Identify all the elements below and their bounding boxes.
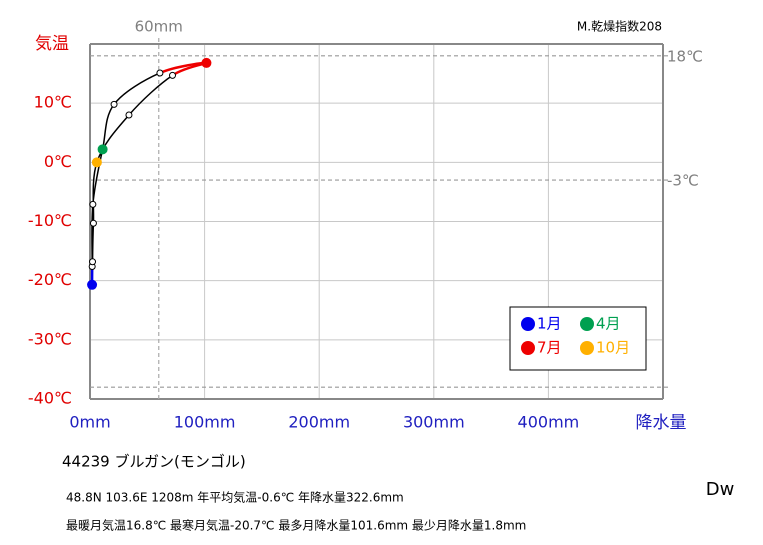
y-axis-title: 気温: [35, 34, 69, 54]
x-tick-label: 0mm: [69, 413, 110, 432]
reference-label: 18℃: [667, 47, 703, 65]
month-point: [169, 71, 177, 79]
legend-box: [509, 306, 647, 371]
month-point: [89, 200, 97, 208]
info-line: 最暖月気温16.8℃ 最寒月気温-20.7℃ 最多月降水量101.6mm 最少月…: [66, 518, 526, 533]
month-point: [125, 111, 133, 119]
reference-label: 60mm: [135, 18, 183, 36]
index-label: M.乾燥指数208: [577, 19, 662, 34]
station-name: 44239 ブルガン(モンゴル): [62, 453, 246, 471]
legend-marker: [580, 317, 594, 331]
y-tick-label: 0℃: [44, 152, 72, 171]
x-tick-label: 200mm: [288, 413, 350, 432]
climate-class: Dw: [706, 479, 735, 500]
month-point: [97, 144, 108, 155]
x-tick-label: 100mm: [174, 413, 236, 432]
month-point: [89, 258, 97, 266]
legend-marker: [521, 341, 535, 355]
legend-label: 10月: [596, 339, 630, 357]
x-axis-title: 降水量: [636, 413, 687, 433]
legend-label: 4月: [596, 315, 621, 333]
legend-label: 7月: [537, 339, 562, 357]
x-tick-label: 400mm: [518, 413, 580, 432]
legend-marker: [580, 341, 594, 355]
month-point: [201, 57, 212, 68]
month-point: [156, 69, 164, 77]
legend-label: 1月: [537, 315, 562, 333]
month-point: [91, 157, 102, 168]
legend-marker: [521, 317, 535, 331]
y-tick-label: 10℃: [34, 93, 72, 112]
reference-label: -3℃: [667, 172, 699, 190]
month-point: [87, 279, 98, 290]
month-point: [110, 100, 118, 108]
info-line: 48.8N 103.6E 1208m 年平均気温-0.6℃ 年降水量322.6m…: [66, 490, 404, 505]
x-tick-label: 300mm: [403, 413, 465, 432]
y-tick-label: -20℃: [28, 270, 72, 289]
y-tick-label: -40℃: [28, 389, 72, 408]
y-tick-label: -30℃: [28, 329, 72, 348]
y-tick-label: -10℃: [28, 211, 72, 230]
month-point: [89, 219, 97, 227]
